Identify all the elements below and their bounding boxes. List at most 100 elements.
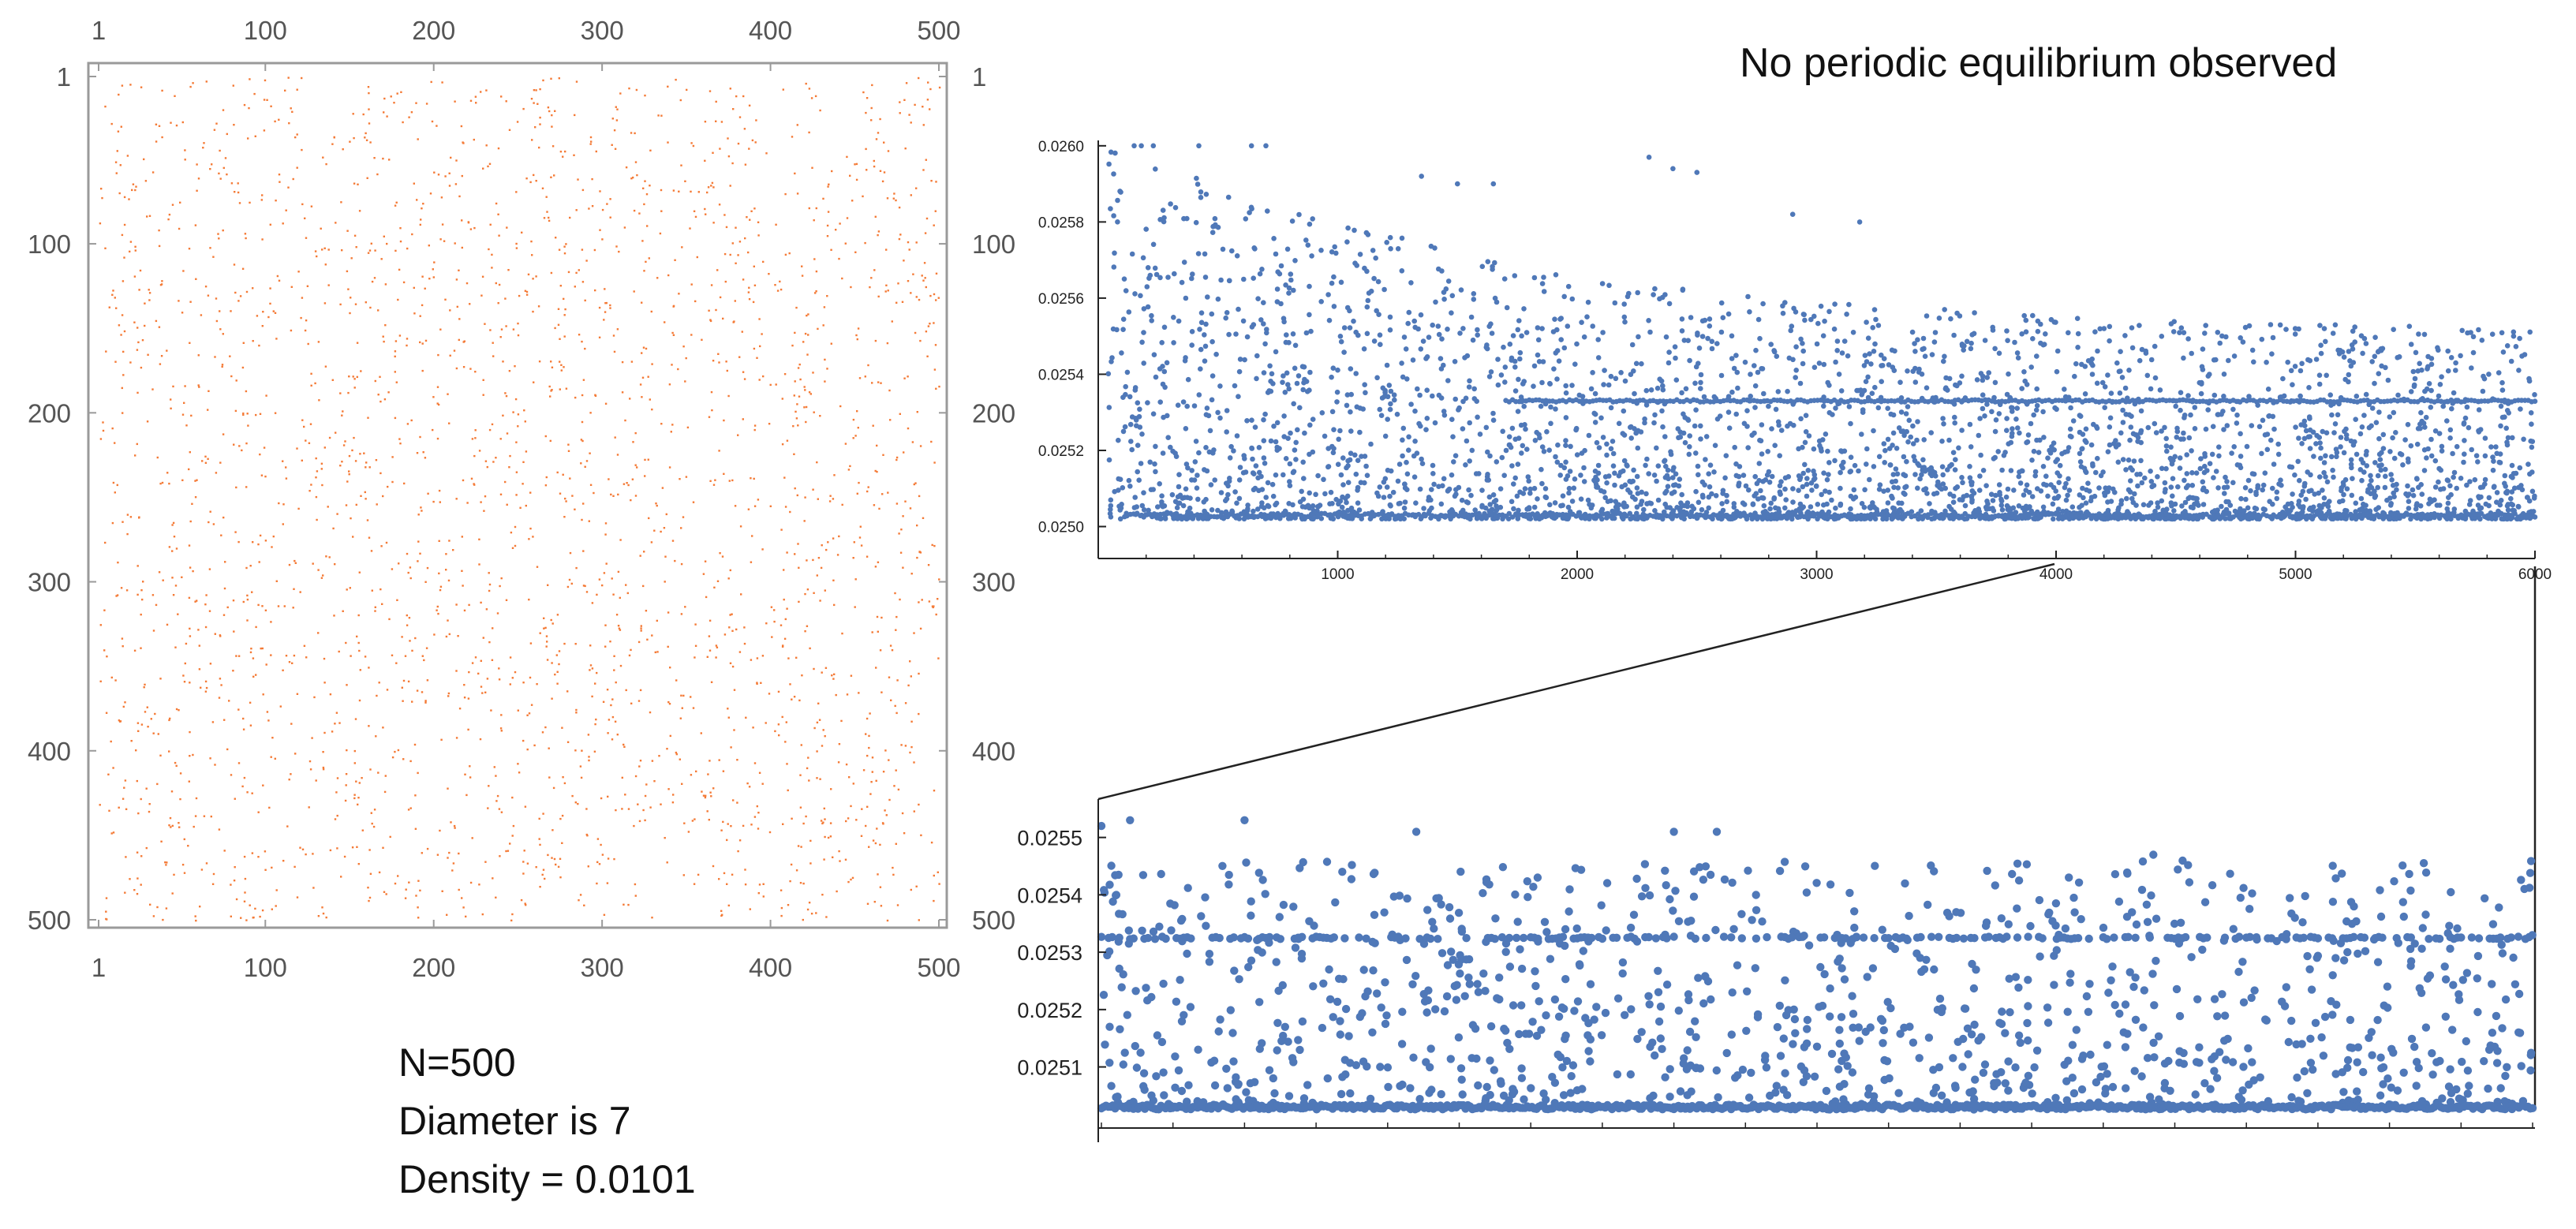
overview-point [1288,277,1294,283]
matrix-point [409,640,411,642]
matrix-point [421,304,424,307]
matrix-point [623,226,626,229]
matrix-point [865,111,867,114]
overview-point [2123,467,2129,473]
matrix-point [196,600,198,602]
overview-point [2016,473,2022,480]
matrix-point [317,915,320,917]
overview-point [1333,250,1339,256]
matrix-point [621,776,623,779]
matrix-point [603,913,606,916]
overview-point [2128,478,2133,484]
overview-point [2043,331,2048,337]
matrix-point [544,626,547,629]
matrix-point [174,585,178,587]
matrix-point [348,473,350,476]
overview-point [1499,454,1505,461]
matrix-point [509,842,511,845]
overview-point [1841,338,1848,344]
matrix-point [933,790,936,792]
matrix-point [614,148,617,150]
matrix-point [285,477,288,480]
matrix-point [148,803,151,805]
overview-point [1952,414,1957,420]
matrix-point [795,869,798,872]
matrix-point [683,822,686,824]
overview-point [2035,328,2041,334]
matrix-point [121,314,124,316]
overview-point [2117,390,2123,396]
matrix-point [300,316,302,319]
overview-point [1940,472,1946,478]
overview-point [1284,370,1290,376]
overview-point [2163,435,2169,442]
matrix-point [436,609,438,611]
overview-point [1860,407,1866,413]
overview-point [1982,338,1988,343]
overview-point [1501,473,1507,478]
matrix-point [249,565,252,567]
matrix-point [394,350,397,353]
matrix-point [246,594,249,597]
matrix-point [168,750,170,753]
matrix-point [353,749,356,753]
matrix-point [712,222,715,224]
matrix-point [514,398,518,401]
matrix-point [720,910,723,912]
matrix-point [931,544,933,547]
matrix-point [233,630,235,633]
matrix-point [810,913,813,915]
overview-point [2439,448,2445,454]
matrix-point [557,865,560,869]
matrix-point [623,483,626,485]
matrix-point [234,866,236,869]
matrix-point [847,880,850,883]
matrix-point [800,744,802,746]
matrix-point [895,456,899,459]
matrix-point [726,369,728,372]
matrix-point [918,495,921,498]
overview-point [1904,458,1909,465]
matrix-point [550,271,553,275]
overview-point [1424,387,1430,394]
overview-point [2425,364,2431,370]
overview-point [1363,390,1368,396]
overview-point [2129,325,2135,331]
overview-point [2211,475,2216,480]
matrix-point [938,578,940,581]
matrix-point [465,282,469,285]
matrix-point [727,394,730,398]
matrix-point [626,592,629,595]
matrix-point [197,177,200,180]
overview-point [1106,161,1112,167]
overview-point [1599,281,1606,286]
overview-point [1725,311,1732,317]
matrix-point [175,708,178,711]
matrix-point [634,132,636,135]
matrix-point [234,291,237,294]
matrix-point [133,649,136,652]
matrix-x-tick-label-top: 1 [92,16,106,45]
overview-point [1804,476,1810,481]
overview-point [1870,325,1875,331]
matrix-point [829,495,832,497]
matrix-point [325,162,327,166]
overview-point [1535,352,1541,358]
matrix-point [701,790,703,793]
matrix-point [870,781,873,783]
overview-point [1285,382,1291,387]
overview-point [2447,427,2454,433]
matrix-point [210,815,212,818]
overview-point [1273,472,1279,478]
overview-point [2468,330,2473,335]
matrix-point [122,645,124,648]
matrix-point [144,180,148,182]
overview-point [1595,337,1601,342]
matrix-point [821,544,823,547]
overview-point [1752,405,1758,410]
matrix-point [714,479,716,481]
overview-point [1388,388,1394,394]
matrix-point [384,775,387,777]
overview-point [1338,338,1344,345]
matrix-point [782,88,784,91]
